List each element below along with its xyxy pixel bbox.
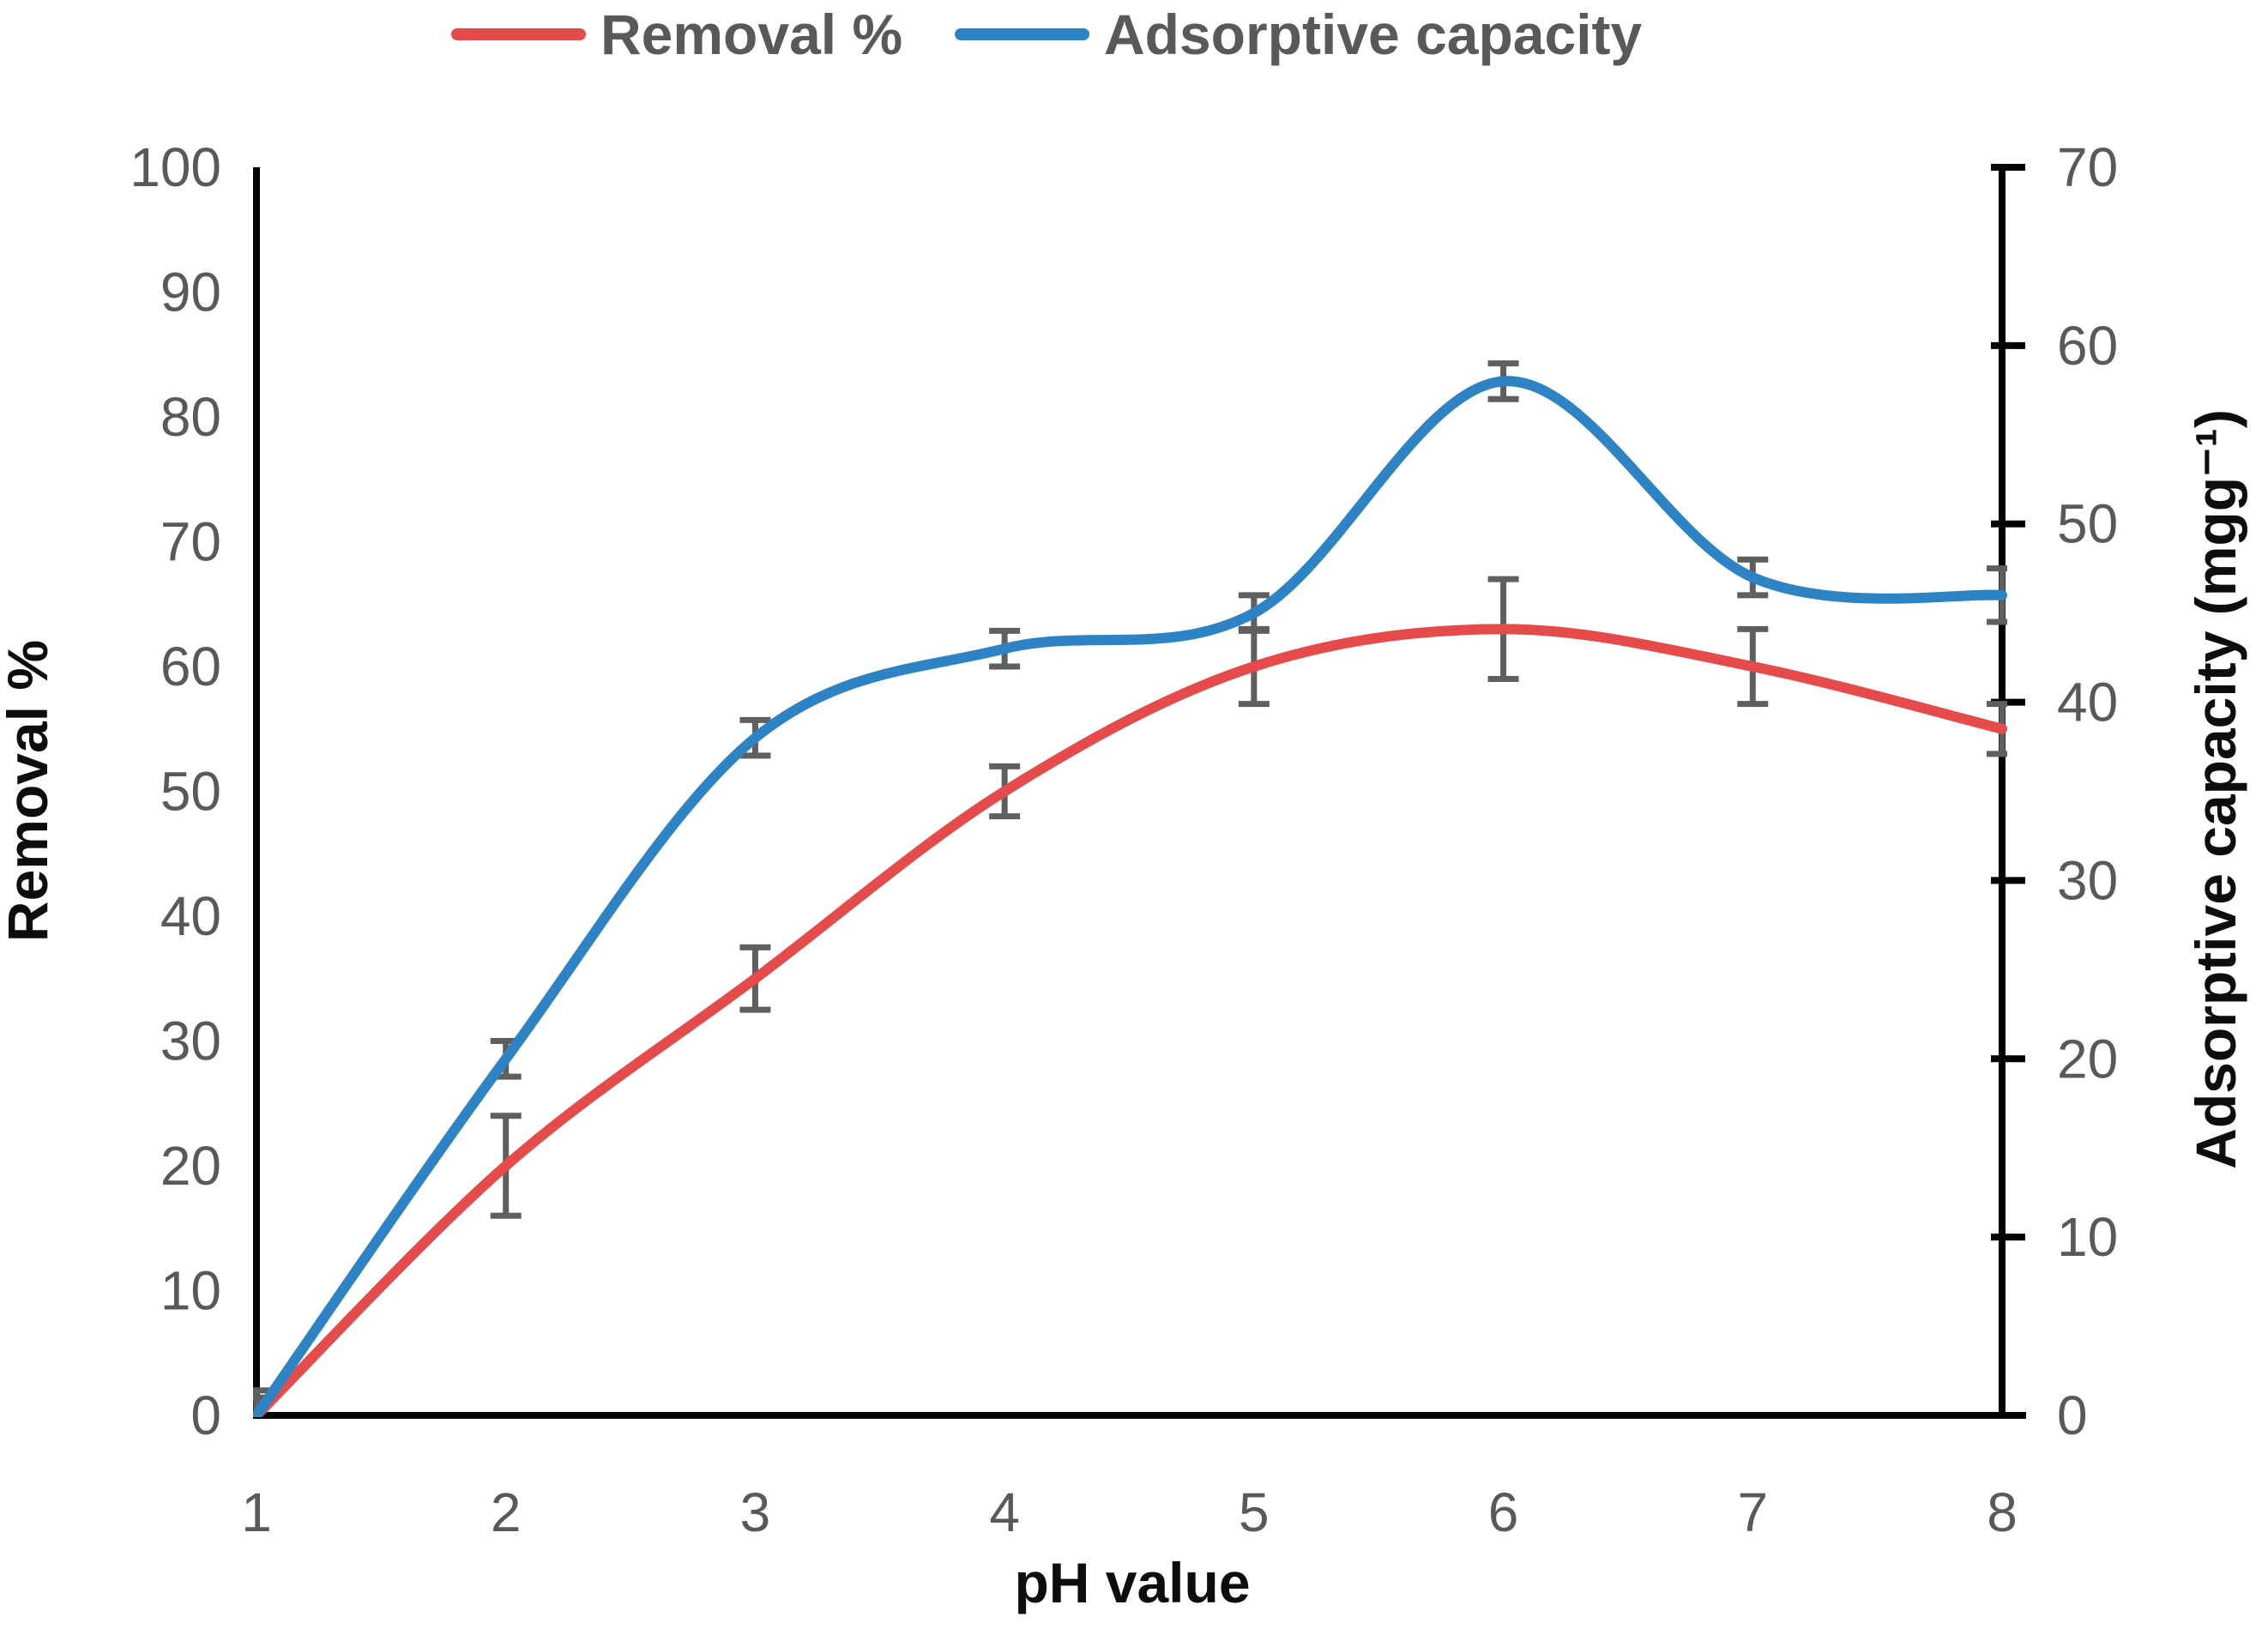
axes-layer xyxy=(253,167,2026,1419)
x-axis-tick-label: 7 xyxy=(1737,1481,1768,1543)
legend-label-removal: Removal % xyxy=(600,3,902,66)
plot-layer xyxy=(253,360,2007,1417)
left-axis-tick-label: 90 xyxy=(160,262,221,323)
left-axis-tick-label: 30 xyxy=(160,1011,221,1072)
ticks-layer: 0 10 20 30 40 50 60 70 80 90 100 0 10 20 30 40 50 60 70 1 2 3… xyxy=(130,136,2118,1543)
right-axis-tick-label: 0 xyxy=(2057,1385,2088,1446)
legend: Removal % Adsorptive capacity xyxy=(451,3,1643,66)
series-line-removal xyxy=(253,624,2007,1417)
left-axis-tick-label: 20 xyxy=(160,1135,221,1197)
left-axis-title: Removal % xyxy=(0,640,59,942)
right-axis-tick-label: 70 xyxy=(2057,136,2118,198)
left-axis-tick-label: 70 xyxy=(160,511,221,573)
right-axis-tick-label: 40 xyxy=(2057,672,2118,733)
left-axis-tick-label: 100 xyxy=(130,136,221,198)
x-axis-tick-label: 8 xyxy=(1987,1481,2018,1543)
right-axis-title: Adsorptive capacity (mgg⁻¹) xyxy=(2184,409,2247,1169)
left-axis-tick-label: 60 xyxy=(160,636,221,697)
x-axis-tick-label: 4 xyxy=(989,1481,1020,1543)
x-axis-tick-label: 3 xyxy=(740,1481,771,1543)
x-axis-tick-label: 6 xyxy=(1488,1481,1519,1543)
right-axis-tick-label: 20 xyxy=(2057,1028,2118,1089)
right-axis-tick-label: 30 xyxy=(2057,849,2118,911)
left-axis-tick-label: 10 xyxy=(160,1260,221,1322)
left-axis-tick-label: 80 xyxy=(160,386,221,448)
right-axis-tick-label: 50 xyxy=(2057,493,2118,555)
x-axis-title: pH value xyxy=(1014,1551,1250,1614)
x-axis-tick-label: 1 xyxy=(241,1481,272,1543)
right-axis-tick-label: 60 xyxy=(2057,315,2118,377)
left-axis-tick-label: 0 xyxy=(190,1385,221,1446)
legend-label-adsorptive: Adsorptive capacity xyxy=(1104,3,1643,66)
left-axis-tick-label: 40 xyxy=(160,885,221,947)
x-axis-tick-label: 5 xyxy=(1239,1481,1270,1543)
series-line-adsorptive-capacity xyxy=(253,376,2007,1417)
right-axis-tick-label: 10 xyxy=(2057,1206,2118,1268)
x-axis-tick-label: 2 xyxy=(491,1481,522,1543)
left-axis-tick-label: 50 xyxy=(160,761,221,823)
